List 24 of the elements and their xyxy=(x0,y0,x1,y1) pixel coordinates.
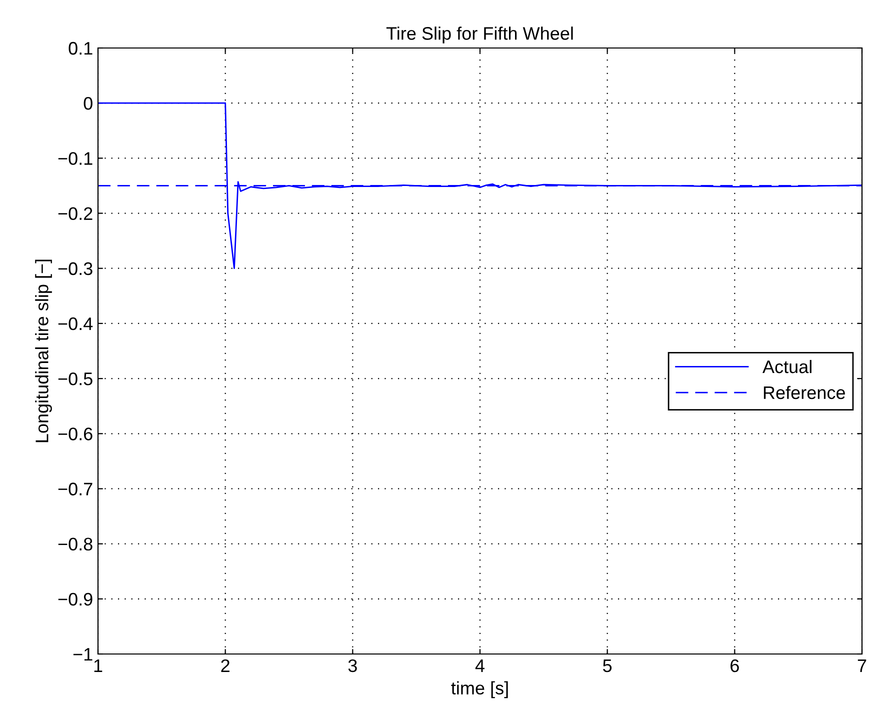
y-tick-label: 0 xyxy=(84,97,92,110)
legend-label: Reference xyxy=(764,386,845,400)
x-tick-label: 3 xyxy=(348,659,357,672)
x-axis-title: time [s] xyxy=(451,681,508,698)
y-tick-label: −0.1 xyxy=(58,152,92,165)
y-axis-title: Longitudinal tire slip [−] xyxy=(35,260,52,442)
y-tick-label: −0.8 xyxy=(58,538,92,551)
y-tick-label: 0.1 xyxy=(68,42,92,55)
y-tick-label: −0.5 xyxy=(58,372,92,386)
x-tick-label: 1 xyxy=(94,660,102,672)
y-tick-label: −0.3 xyxy=(58,262,92,276)
y-tick-label: −0.9 xyxy=(58,592,92,606)
legend-label: Actual xyxy=(762,360,812,374)
x-tick-label: 6 xyxy=(730,659,739,672)
x-tick-label: 4 xyxy=(475,660,484,672)
x-tick-label: 5 xyxy=(603,660,612,672)
chart-title: Tire Slip for Fifth Wheel xyxy=(386,26,573,44)
y-tick-label: −0.2 xyxy=(58,207,92,220)
x-tick-label: 7 xyxy=(858,660,866,672)
y-tick-label: −0.6 xyxy=(58,428,92,440)
y-tick-label: −0.7 xyxy=(58,482,92,496)
x-tick-label: 2 xyxy=(221,659,230,672)
y-tick-label: −1 xyxy=(73,648,92,661)
y-tick-label: −0.4 xyxy=(58,317,93,330)
